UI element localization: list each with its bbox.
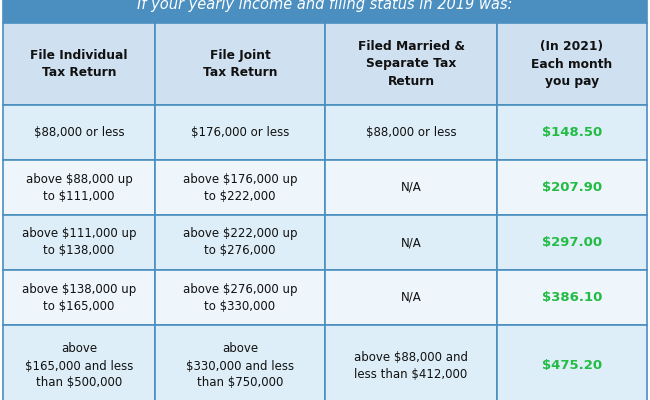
Text: above $222,000 up
to $276,000: above $222,000 up to $276,000 [183,228,297,258]
Text: above $276,000 up
to $330,000: above $276,000 up to $330,000 [183,282,297,312]
Bar [497,270,647,325]
Text: File Individual
Tax Return: File Individual Tax Return [31,49,128,79]
Bar [3,215,155,270]
Bar [497,325,647,400]
Text: If your yearly income and filing status in 2019 was:: If your yearly income and filing status … [137,0,513,12]
Bar [155,215,325,270]
Text: $207.90: $207.90 [542,181,602,194]
Text: $475.20: $475.20 [542,360,602,372]
Text: above $176,000 up
to $222,000: above $176,000 up to $222,000 [183,172,297,202]
Bar [497,160,647,215]
Bar [3,270,155,325]
Bar [325,325,497,400]
Text: (In 2021)
Each month
you pay: (In 2021) Each month you pay [532,40,612,88]
Bar [3,0,647,23]
Text: $176,000 or less: $176,000 or less [191,126,289,139]
Bar [155,160,325,215]
Bar [3,325,155,400]
Text: above $88,000 up
to $111,000: above $88,000 up to $111,000 [25,172,133,202]
Bar [497,215,647,270]
Text: $386.10: $386.10 [542,291,602,304]
Bar [325,105,497,160]
Text: File Joint
Tax Return: File Joint Tax Return [203,49,278,79]
Text: N/A: N/A [400,291,421,304]
Bar [497,23,647,105]
Bar [325,270,497,325]
Bar [155,105,325,160]
Text: $88,000 or less: $88,000 or less [34,126,124,139]
Bar [3,160,155,215]
Text: above
$165,000 and less
than $500,000: above $165,000 and less than $500,000 [25,342,133,390]
Text: above
$330,000 and less
than $750,000: above $330,000 and less than $750,000 [186,342,294,390]
Text: $297.00: $297.00 [542,236,602,249]
Bar [497,105,647,160]
Text: above $88,000 and
less than $412,000: above $88,000 and less than $412,000 [354,351,468,381]
Bar [3,105,155,160]
Text: above $138,000 up
to $165,000: above $138,000 up to $165,000 [22,282,136,312]
Bar [325,215,497,270]
Text: $88,000 or less: $88,000 or less [366,126,456,139]
Text: above $111,000 up
to $138,000: above $111,000 up to $138,000 [21,228,136,258]
Text: Filed Married &
Separate Tax
Return: Filed Married & Separate Tax Return [358,40,465,88]
Bar [155,23,325,105]
Text: $148.50: $148.50 [542,126,602,139]
Text: N/A: N/A [400,236,421,249]
Text: N/A: N/A [400,181,421,194]
Bar [325,160,497,215]
Bar [155,325,325,400]
Bar [3,23,155,105]
Bar [155,270,325,325]
Bar [325,23,497,105]
